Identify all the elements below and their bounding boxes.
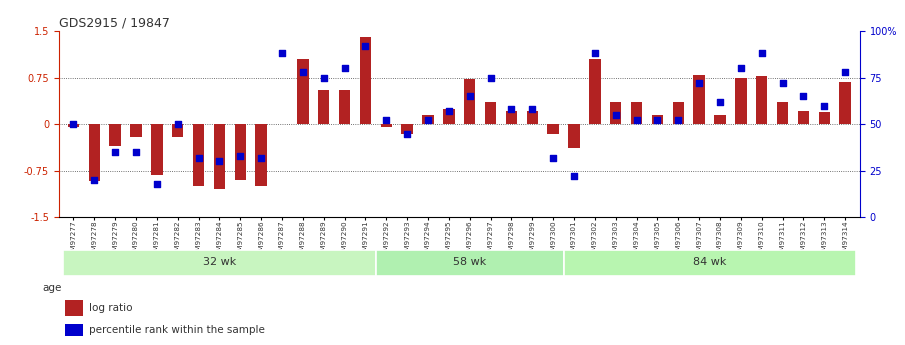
Point <box>525 107 539 112</box>
Point <box>671 118 685 123</box>
Bar <box>443 109 454 124</box>
Bar <box>380 124 392 127</box>
Text: 32 wk: 32 wk <box>203 257 236 267</box>
Bar <box>564 250 855 276</box>
Point <box>129 149 143 155</box>
Point <box>567 174 581 179</box>
Point <box>546 155 560 160</box>
Point <box>608 112 623 118</box>
Point <box>692 80 707 86</box>
Bar <box>840 82 851 124</box>
Bar <box>818 112 830 124</box>
Bar <box>652 115 663 124</box>
Point <box>358 43 373 49</box>
Bar <box>151 124 163 175</box>
Bar <box>527 110 538 124</box>
Bar <box>610 102 622 124</box>
Point <box>400 131 414 136</box>
Bar <box>423 115 433 124</box>
Point <box>317 75 331 80</box>
Point <box>275 51 290 56</box>
Bar <box>402 124 413 134</box>
Bar <box>735 78 747 124</box>
Bar <box>255 124 267 186</box>
Point <box>755 51 769 56</box>
Text: log ratio: log ratio <box>90 303 133 313</box>
Point <box>650 118 664 123</box>
Point <box>796 93 811 99</box>
Bar <box>338 90 350 124</box>
Point <box>587 51 602 56</box>
Bar <box>506 110 517 124</box>
Point <box>713 99 728 105</box>
Bar <box>756 76 767 124</box>
Bar <box>172 124 184 137</box>
Point <box>212 159 226 164</box>
Point <box>442 108 456 114</box>
Bar <box>89 124 100 181</box>
Bar <box>589 59 601 124</box>
Bar <box>631 102 643 124</box>
Bar <box>672 102 684 124</box>
Text: age: age <box>43 283 62 293</box>
Point <box>191 155 205 160</box>
Point <box>838 69 853 75</box>
Point <box>734 66 748 71</box>
Point <box>629 118 643 123</box>
Bar <box>297 59 309 124</box>
Text: 84 wk: 84 wk <box>693 257 727 267</box>
Bar <box>464 79 475 124</box>
Bar <box>568 124 580 148</box>
Bar <box>485 102 496 124</box>
Text: GDS2915 / 19847: GDS2915 / 19847 <box>59 17 170 30</box>
Bar <box>214 124 225 189</box>
Bar <box>693 75 705 124</box>
Point <box>170 121 185 127</box>
Point <box>296 69 310 75</box>
Point <box>254 155 269 160</box>
Point <box>817 103 832 108</box>
Point <box>421 118 435 123</box>
Point <box>233 153 248 159</box>
Point <box>462 93 477 99</box>
Bar <box>234 124 246 180</box>
Text: percentile rank within the sample: percentile rank within the sample <box>90 325 265 335</box>
Bar <box>776 102 788 124</box>
Text: 58 wk: 58 wk <box>453 257 486 267</box>
Bar <box>548 124 559 134</box>
Bar <box>376 250 564 276</box>
Point <box>776 80 790 86</box>
Point <box>504 107 519 112</box>
Bar <box>797 110 809 124</box>
Bar <box>65 324 83 336</box>
Point <box>338 66 352 71</box>
Point <box>108 149 122 155</box>
Point <box>87 177 101 183</box>
Bar <box>68 124 79 127</box>
Point <box>149 181 164 187</box>
Bar <box>65 299 83 316</box>
Bar <box>714 115 726 124</box>
Point <box>379 118 394 123</box>
Bar <box>318 90 329 124</box>
Point <box>66 121 81 127</box>
Bar <box>63 250 376 276</box>
Point <box>483 75 498 80</box>
Bar <box>110 124 121 146</box>
Bar <box>359 37 371 124</box>
Bar <box>130 124 142 137</box>
Bar <box>193 124 205 186</box>
